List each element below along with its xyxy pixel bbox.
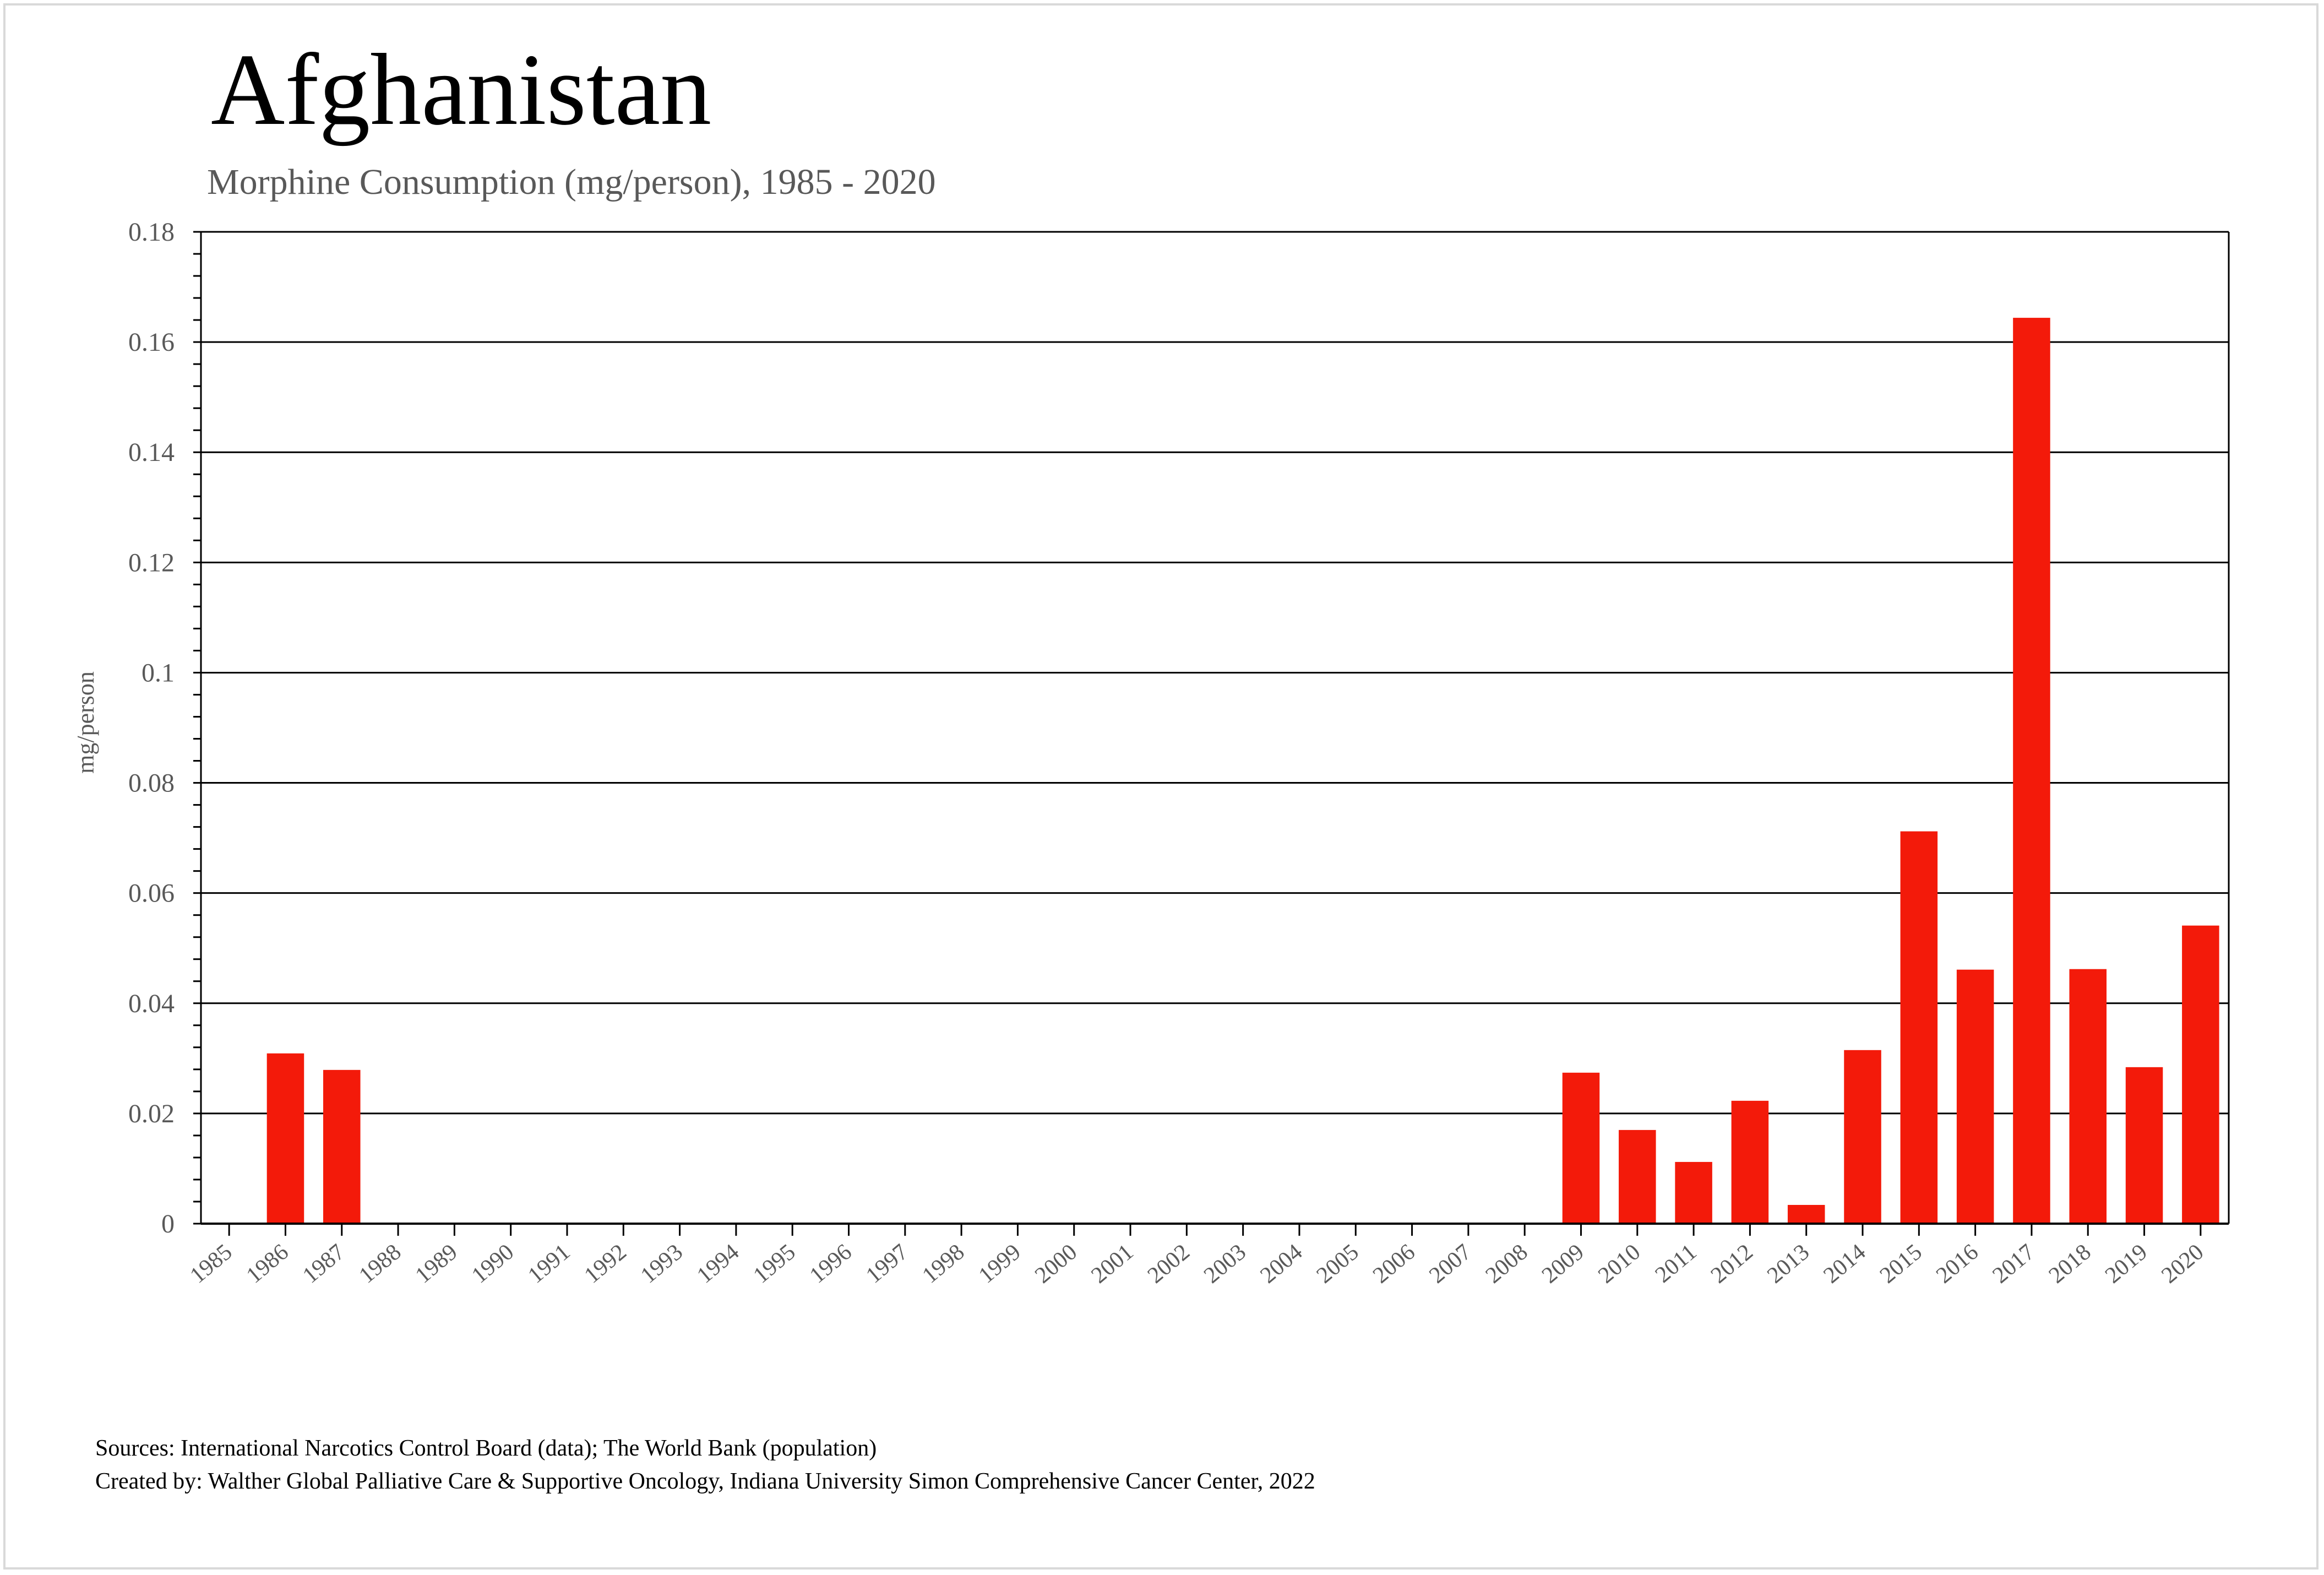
y-tick-label: 0.18 (128, 218, 175, 247)
y-tick-label: 0.08 (128, 769, 175, 798)
x-tick-label: 1991 (523, 1239, 575, 1288)
x-tick-label: 2013 (1762, 1239, 1814, 1288)
x-tick-label: 2020 (2157, 1239, 2208, 1288)
x-tick-label: 2016 (1931, 1239, 1983, 1288)
y-tick-label: 0.16 (128, 328, 175, 357)
y-tick-label: 0 (161, 1209, 175, 1239)
chart-frame (3, 3, 2318, 1569)
x-tick-label: 1996 (805, 1239, 857, 1288)
x-tick-label: 2004 (1255, 1239, 1307, 1288)
x-tick-label: 2007 (1424, 1239, 1476, 1288)
chart-subtitle: Morphine Consumption (mg/person), 1985 -… (207, 162, 936, 202)
x-tick-label: 1986 (242, 1239, 293, 1288)
x-tick-label: 1992 (580, 1239, 632, 1288)
bar-2018 (2069, 969, 2107, 1224)
axes (193, 231, 2230, 1236)
bar-2016 (1956, 969, 1994, 1224)
x-tick-label: 1994 (692, 1239, 744, 1288)
x-tick-label: 2014 (1819, 1239, 1871, 1288)
bar-1986 (266, 1053, 304, 1224)
x-tick-label: 2003 (1199, 1239, 1251, 1288)
x-tick-label: 2012 (1706, 1239, 1758, 1288)
x-tick-label: 2010 (1593, 1239, 1645, 1288)
bar-1987 (323, 1069, 361, 1224)
y-tick-label: 0.14 (128, 438, 175, 467)
x-tick-label: 2002 (1143, 1239, 1195, 1288)
x-tick-label: 1993 (636, 1239, 688, 1288)
y-axis-label: mg/person (72, 671, 99, 774)
gridlines (201, 231, 2229, 1115)
y-tick-labels: 0 0.02 0.04 0.06 0.08 0.1 0.12 0.14 0.16 0.18 (128, 218, 175, 1239)
x-tick-label: 2011 (1651, 1239, 1702, 1288)
y-tick-label: 0.02 (128, 1099, 175, 1128)
bar-2014 (1844, 1050, 1881, 1224)
x-tick-label: 2009 (1537, 1239, 1589, 1288)
x-tick-label: 2001 (1087, 1239, 1139, 1288)
x-tick-label: 1998 (918, 1239, 970, 1288)
sources-note: Sources: International Narcotics Control… (95, 1432, 1315, 1498)
bar-2012 (1731, 1100, 1769, 1224)
x-tick-label: 1990 (467, 1239, 519, 1288)
bar-2017 (2013, 318, 2050, 1224)
bar-2019 (2125, 1067, 2163, 1224)
bar-2020 (2182, 925, 2219, 1224)
x-tick-label: 1999 (974, 1239, 1026, 1288)
y-tick-label: 0.12 (128, 548, 175, 577)
x-tick-label: 1985 (186, 1239, 237, 1288)
y-tick-label: 0.04 (128, 989, 175, 1018)
bar-2009 (1562, 1072, 1600, 1224)
x-tick-label: 2015 (1875, 1239, 1927, 1288)
chart-title: Afghanistan (211, 33, 712, 146)
bar-2010 (1619, 1129, 1656, 1224)
x-tick-label: 2005 (1312, 1239, 1364, 1288)
x-tick-label: 1995 (749, 1239, 801, 1288)
x-tick-label: 2006 (1368, 1239, 1420, 1288)
x-tick-label: 1988 (355, 1239, 406, 1288)
x-tick-label: 1989 (411, 1239, 462, 1288)
bars (266, 318, 2219, 1224)
x-tick-label: 2008 (1481, 1239, 1533, 1288)
x-tick-label: 1997 (861, 1239, 913, 1288)
y-tick-label: 0.06 (128, 879, 175, 908)
bar-2015 (1900, 831, 1938, 1224)
created-by-line: Created by: Walther Global Palliative Ca… (95, 1469, 1315, 1494)
x-tick-label: 2018 (2044, 1239, 2096, 1288)
y-tick-label: 0.1 (141, 658, 175, 687)
bar-2013 (1787, 1204, 1825, 1224)
x-tick-label: 2017 (1988, 1239, 2039, 1288)
x-tick-label: 2000 (1030, 1239, 1082, 1288)
x-tick-labels: 1985 1986 1987 1988 1989 1990 1991 1992 1993 1994… (186, 1239, 2209, 1288)
x-tick-label: 2019 (2100, 1239, 2152, 1288)
bar-2011 (1675, 1161, 1712, 1224)
x-tick-label: 1987 (298, 1239, 350, 1288)
sources-line: Sources: International Narcotics Control… (95, 1436, 877, 1461)
